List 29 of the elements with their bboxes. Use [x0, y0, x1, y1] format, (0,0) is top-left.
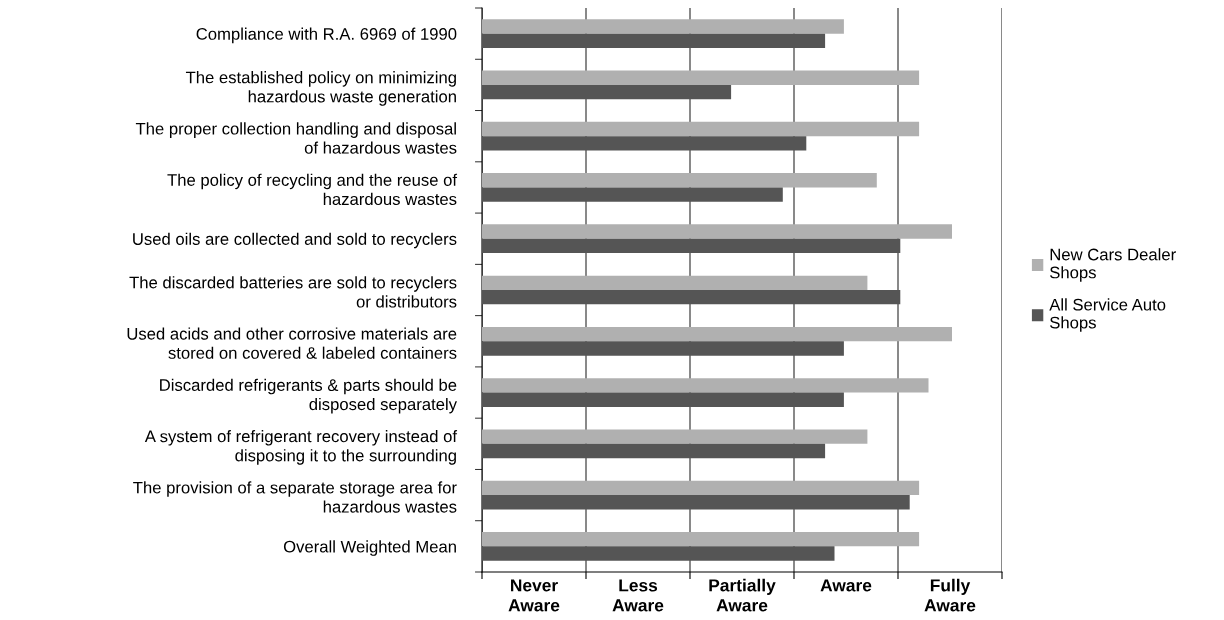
y-tick-label: The established policy on minimizing hazardous waste generation — [185, 71, 456, 106]
y-tick-label: Used acids and other corrosive materials are stored on covered & labeled containers — [127, 327, 457, 359]
bar — [482, 429, 868, 444]
text: Less Aware — [612, 579, 664, 612]
legend-label: New Cars Dealer Shops — [1050, 248, 1176, 282]
y-tick-label: The discarded batteries are sold to recyclers or distributors — [129, 276, 457, 308]
y-tick-label: Discarded refrigerants & parts should be disposed separately — [160, 378, 457, 414]
y-tick-label: Compliance with R.A. 6969 of 1990 — [196, 27, 457, 44]
y-tick-label: Used oils are collected and sold to recyclers — [133, 232, 457, 249]
legend-label: All Service Auto Shops — [1049, 298, 1166, 332]
bar — [482, 480, 920, 496]
y-tick-label: Overall Weighted Mean — [283, 540, 456, 556]
bar — [482, 19, 844, 34]
text: Never Aware — [508, 579, 560, 612]
bar — [482, 70, 920, 85]
y-tick-label: The provision of a separate storage area for hazardous wastes — [133, 481, 457, 513]
bar — [482, 121, 920, 137]
text: Aware — [820, 579, 872, 592]
bar — [482, 532, 920, 547]
bar — [482, 326, 952, 342]
y-tick-label: A system of refrigerant recovery instead of disposing it to the surrounding — [144, 430, 458, 465]
bar — [482, 275, 868, 290]
bar — [482, 173, 877, 188]
text: Partially Aware — [709, 578, 776, 612]
text: Fully Aware — [924, 578, 976, 612]
bar — [482, 378, 929, 393]
y-tick-label: The policy of recycling and the reuse of hazardous wastes — [167, 173, 458, 206]
bar — [482, 224, 952, 239]
y-tick-label: The proper collection handling and disposal of hazardous wastes — [135, 122, 457, 154]
